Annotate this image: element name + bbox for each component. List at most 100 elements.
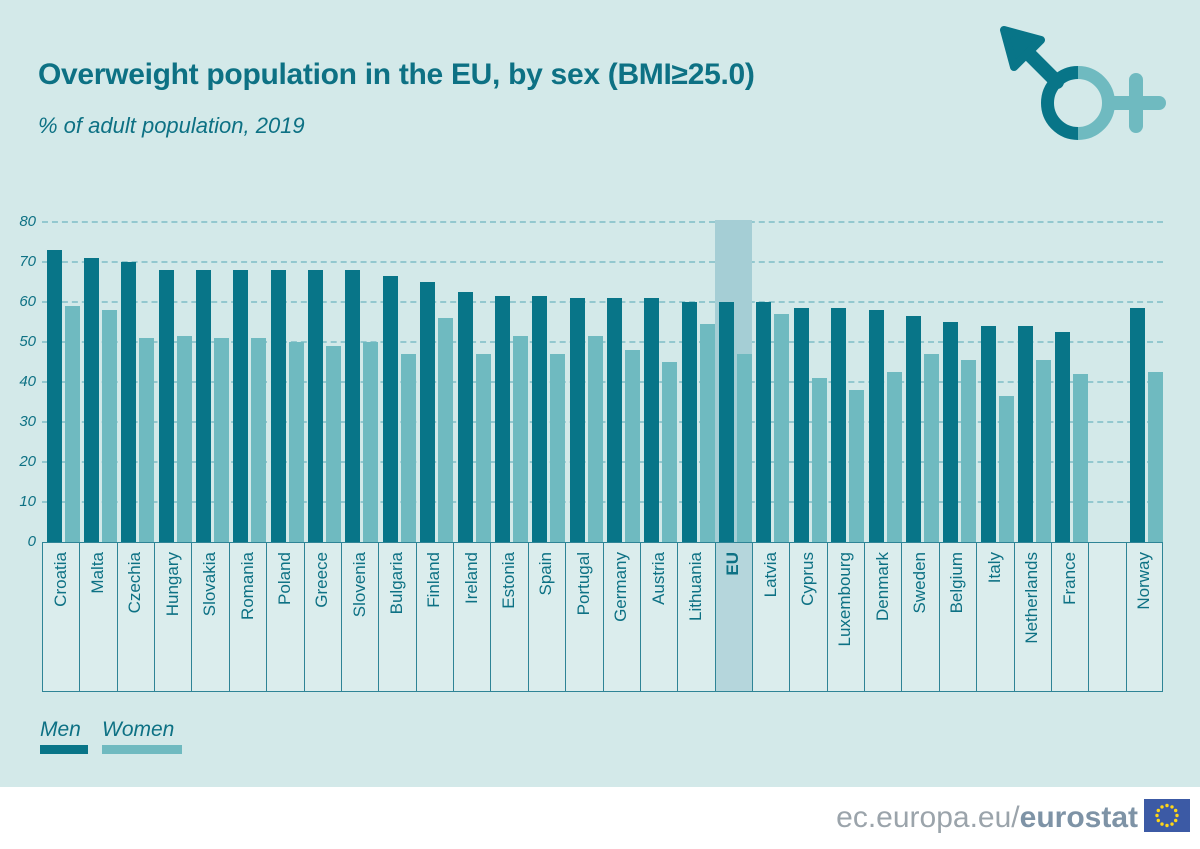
category-separator [938,542,940,692]
category-separator [378,542,380,692]
bar-women-Poland [288,342,304,542]
bar-men-Latvia [756,302,772,542]
category-label-Belgium: Belgium [947,552,967,614]
category-separator [677,542,679,692]
bar-women-Denmark [886,372,902,542]
y-axis-tick-label: 80 [19,213,36,230]
bar-men-Estonia [494,296,510,542]
category-separator [490,542,492,692]
bar-men-EU [719,302,735,542]
bar-women-Austria [662,362,678,542]
bar-women-Belgium [961,360,977,542]
bar-men-Slovakia [195,270,211,542]
eurostat-link[interactable]: ec.europa.eu/eurostat [836,801,1138,835]
bar-men-Norway [1130,308,1146,542]
category-label-Poland: Poland [274,552,294,605]
category-label-Lithuania: Lithuania [685,552,705,622]
category-separator [453,542,455,692]
category-separator [266,542,268,692]
bar-men-Netherlands [1018,326,1034,542]
bar-men-France [1055,332,1071,542]
category-label-Bulgaria: Bulgaria [386,552,406,615]
category-label-Sweden: Sweden [910,552,930,614]
gridline [42,301,1163,303]
footer-url-prefix: ec.europa.eu/ [836,801,1020,834]
category-label-Netherlands: Netherlands [1022,552,1042,644]
bar-women-Netherlands [1036,360,1052,542]
bar-women-Romania [251,338,267,542]
category-label-Latvia: Latvia [760,552,780,598]
bar-men-Lithuania [681,302,697,542]
male-female-icon [985,20,1185,175]
bar-men-Luxembourg [831,308,847,542]
y-axis-tick-label: 30 [19,413,36,430]
category-label-Norway: Norway [1134,552,1154,610]
category-separator [826,542,828,692]
bar-women-Hungary [176,336,192,542]
category-separator [565,542,567,692]
bar-men-Bulgaria [382,276,398,542]
category-label-Malta: Malta [88,552,108,594]
legend-label-men: Men [40,718,81,741]
flag-stars [1155,803,1179,828]
bar-men-Poland [270,270,286,542]
category-separator [154,542,156,692]
bar-men-Malta [83,258,99,542]
category-separator [340,542,342,692]
bar-women-Italy [998,396,1014,542]
category-label-Estonia: Estonia [499,552,519,609]
bar-men-Ireland [457,292,473,542]
eu-flag-icon [1144,799,1190,837]
footer-bar: ec.europa.eu/eurostat [0,787,1200,849]
bar-women-Finland [438,318,454,542]
category-label-Austria: Austria [648,552,668,605]
bar-women-Bulgaria [400,354,416,542]
legend-label-women: Women [102,718,175,741]
bar-men-Spain [532,296,548,542]
chart-legend: Men Women [40,718,182,754]
bar-men-Sweden [905,316,921,542]
bar-men-Czechia [121,262,137,542]
bar-women-Malta [101,310,117,542]
legend-swatch-men [40,745,88,754]
bar-women-EU [737,354,753,542]
category-separator [1013,542,1015,692]
bar-women-Latvia [774,314,790,542]
bar-men-Germany [607,298,622,542]
bar-men-Austria [644,298,660,542]
category-separator [116,542,118,692]
y-axis-tick-label: 10 [19,493,36,510]
category-separator [976,542,978,692]
bar-women-Croatia [64,306,80,542]
category-label-Spain: Spain [536,552,556,596]
page-title: Overweight population in the EU, by sex … [38,58,755,91]
category-separator [527,542,529,692]
category-separator [415,542,417,692]
category-separator [303,542,305,692]
category-separator [751,542,753,692]
gridline [42,221,1163,223]
bar-men-Croatia [46,250,62,542]
y-axis-tick-label: 60 [19,293,36,310]
category-label-Germany: Germany [611,552,631,622]
y-axis-tick-label: 40 [19,373,36,390]
bar-women-Ireland [475,354,491,542]
bar-women-Slovenia [363,342,379,542]
page-subtitle: % of adult population, 2019 [38,113,305,138]
category-label-Ireland: Ireland [461,552,481,604]
bar-men-Hungary [158,270,174,542]
bar-men-Denmark [868,310,884,542]
category-separator [864,542,866,692]
bar-men-Romania [233,270,249,542]
y-axis-tick-label: 70 [19,253,36,270]
category-label-Romania: Romania [237,552,257,621]
bar-women-Czechia [139,338,155,542]
category-separator [789,542,791,692]
bar-women-Spain [550,354,566,542]
category-label-Slovakia: Slovakia [200,552,220,617]
category-separator [714,542,716,692]
bar-women-Luxembourg [849,390,865,542]
bar-men-Greece [308,270,324,542]
